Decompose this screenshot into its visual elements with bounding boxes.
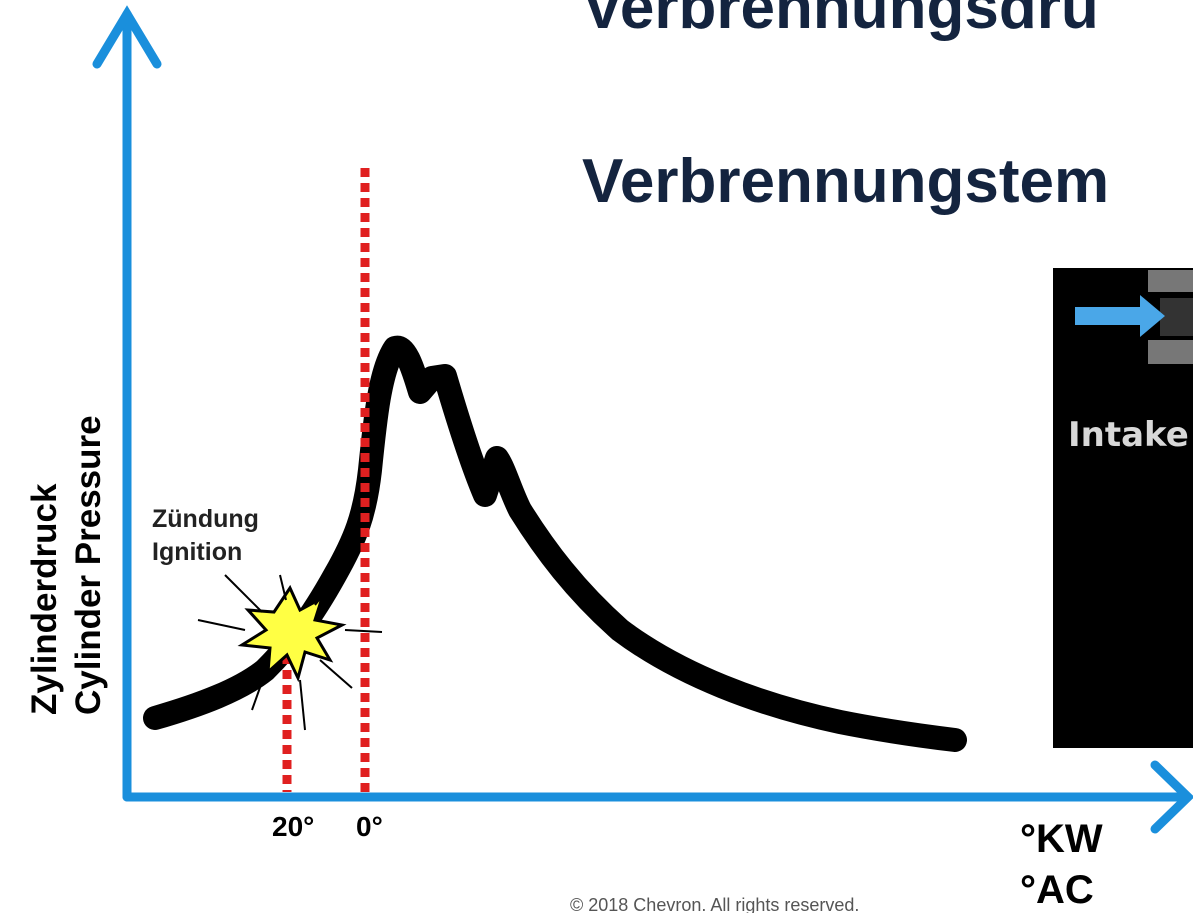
axes bbox=[92, 5, 1193, 834]
inset-arrow bbox=[1075, 295, 1165, 337]
inset-part bbox=[1148, 340, 1193, 364]
ignition-label: Ignition bbox=[152, 538, 242, 566]
x-marker-label: 20° bbox=[272, 811, 314, 842]
ignition-burst bbox=[197, 574, 383, 731]
ignition-label: Zündung bbox=[152, 505, 259, 533]
title-line: Verbrennungsdru bbox=[582, 0, 1099, 42]
title-line: Verbrennungstem bbox=[582, 147, 1109, 216]
burst-star bbox=[237, 584, 347, 683]
y-axis-arrow bbox=[92, 5, 162, 69]
copyright: © 2018 Chevron. All rights reserved. bbox=[570, 895, 859, 913]
inset-panel: Intake bbox=[1053, 268, 1193, 748]
x-axis-unit: °KW bbox=[1020, 817, 1103, 861]
x-marker-label: 0° bbox=[356, 811, 383, 842]
y-axis-label: Zylinderdruck bbox=[25, 483, 64, 715]
x-axis-arrow bbox=[1150, 760, 1193, 834]
y-axis-label: Cylinder Pressure bbox=[69, 415, 108, 715]
inset-part bbox=[1148, 270, 1193, 292]
x-axis-unit: °AC bbox=[1020, 868, 1094, 912]
inset-part bbox=[1160, 298, 1193, 336]
inset-label: Intake bbox=[1068, 415, 1189, 455]
burst-rays bbox=[197, 574, 383, 731]
pressure-curve bbox=[143, 335, 967, 752]
